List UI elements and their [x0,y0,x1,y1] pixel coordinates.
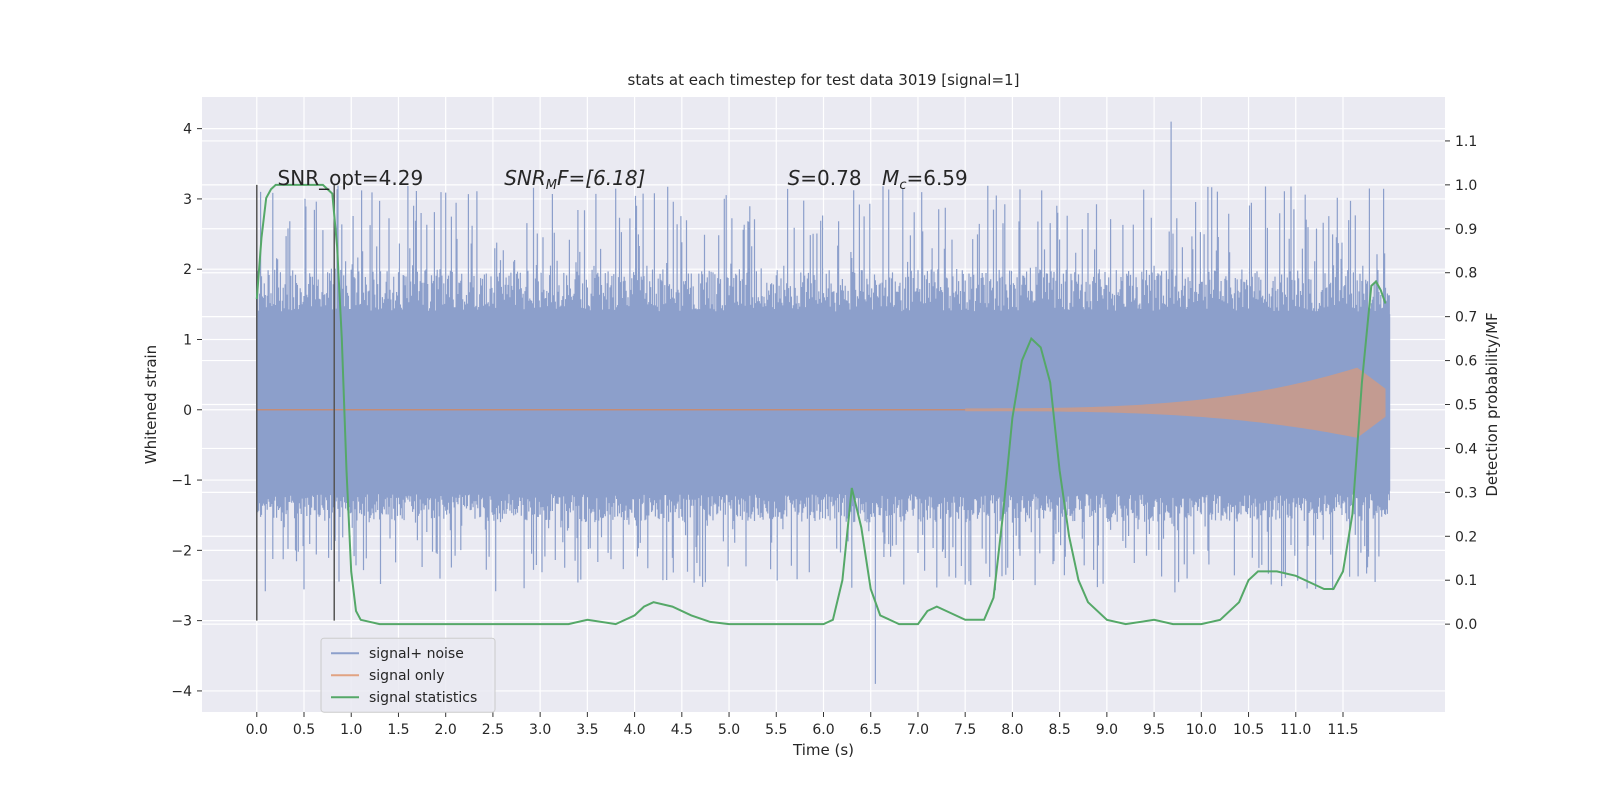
annotation-s-value: =0.78 [800,166,861,190]
annotation-mc: Mc=6.59 [882,166,968,193]
x-tick-label: 2.5 [482,722,504,738]
x-tick-label: 4.0 [623,722,645,738]
y-right-tick-label: 0.7 [1455,310,1477,326]
x-tick-label: 10.0 [1186,722,1217,738]
x-tick-label: 3.5 [576,722,598,738]
annotation-mc-sub: c [899,178,906,193]
x-tick-label: 5.5 [765,722,787,738]
x-tick-label: 5.0 [718,722,740,738]
series-signal-statistics [255,183,1387,626]
y-tick-label: −2 [171,543,192,559]
x-tick-label: 8.0 [1001,722,1023,738]
annotation-snr-mf: SNRMF=[6.18] [504,166,645,193]
y-axis-label: Whitened strain [142,345,160,464]
legend-label: signal+ noise [369,646,464,662]
x-tick-label: 6.0 [812,722,834,738]
x-tick-label: 0.0 [246,722,268,738]
y-right-tick-label: 0.4 [1455,441,1477,457]
y-tick-label: −3 [171,614,192,630]
y-right-tick-label: 0.1 [1455,573,1477,589]
y-right-tick-label: 1.1 [1455,134,1477,150]
x-tick-label: 7.5 [954,722,976,738]
annotation-snr-mf-sub: M [546,178,557,193]
x-tick-label: 11.0 [1280,722,1311,738]
x-axis-label: Time (s) [792,741,854,759]
annotation-s-label: S [788,166,801,190]
y-right-tick-label: 0.9 [1455,222,1477,238]
y-right-tick-label: 0.8 [1455,266,1477,282]
annotation-snr-mf-rest: F=[6.18] [557,166,645,190]
x-tick-label: 11.5 [1327,722,1358,738]
annotation-mc-base: M [882,166,899,190]
x-tick-label: 1.5 [387,722,409,738]
annotation-s: S=0.78 [788,166,862,190]
x-tick-label: 6.5 [860,722,882,738]
y-tick-label: 4 [183,122,192,138]
x-tick-label: 0.5 [293,722,315,738]
y-right-tick-label: 0.2 [1455,529,1477,545]
y-right-tick-label: 1.0 [1455,178,1477,194]
y-axis-right-label: Detection probability/MF [1483,312,1501,496]
x-tick-label: 8.5 [1048,722,1070,738]
y-tick-label: 2 [183,262,192,278]
annotation-snr-opt: SNR_opt=4.29 [278,166,424,190]
y-right-tick-label: 0.5 [1455,398,1477,414]
annotation-mc-value: =6.59 [906,166,967,190]
signal-only-chirp [965,367,1386,438]
x-tick-label: 10.5 [1233,722,1264,738]
y-right-tick-label: 0.3 [1455,485,1477,501]
x-tick-label: 3.0 [529,722,551,738]
vertical-marker-lines [256,184,335,621]
y-tick-label: −4 [171,684,192,700]
y-tick-label: 1 [183,332,192,348]
annotation-snr-mf-base: SNR [504,166,546,190]
x-tick-label: 1.0 [340,722,362,738]
legend: signal+ noise signal only signal statistic… [320,637,496,713]
x-tick-label: 7.0 [907,722,929,738]
x-tick-label: 4.5 [671,722,693,738]
x-tick-label: 9.5 [1143,722,1165,738]
x-tick-label: 2.0 [435,722,457,738]
y-tick-label: −1 [171,473,192,489]
axis-ticks: 0.0 0.5 1.0 1.5 2.0 2.5 3.0 3.5 4.0 4.5 5.0 5.5 6.0 6… [171,122,1477,738]
y-tick-label: 3 [183,192,192,208]
legend-box [320,637,496,713]
x-tick-label: 9.0 [1096,722,1118,738]
y-right-tick-label: 0.0 [1455,617,1477,633]
chart-title: stats at each timestep for test data 301… [628,71,1020,89]
signal-statistics-line [255,183,1387,626]
legend-label: signal statistics [369,690,477,706]
legend-label: signal only [369,668,444,684]
y-right-tick-label: 0.6 [1455,354,1477,370]
y-tick-label: 0 [183,403,192,419]
series-signal-only [256,367,1386,438]
